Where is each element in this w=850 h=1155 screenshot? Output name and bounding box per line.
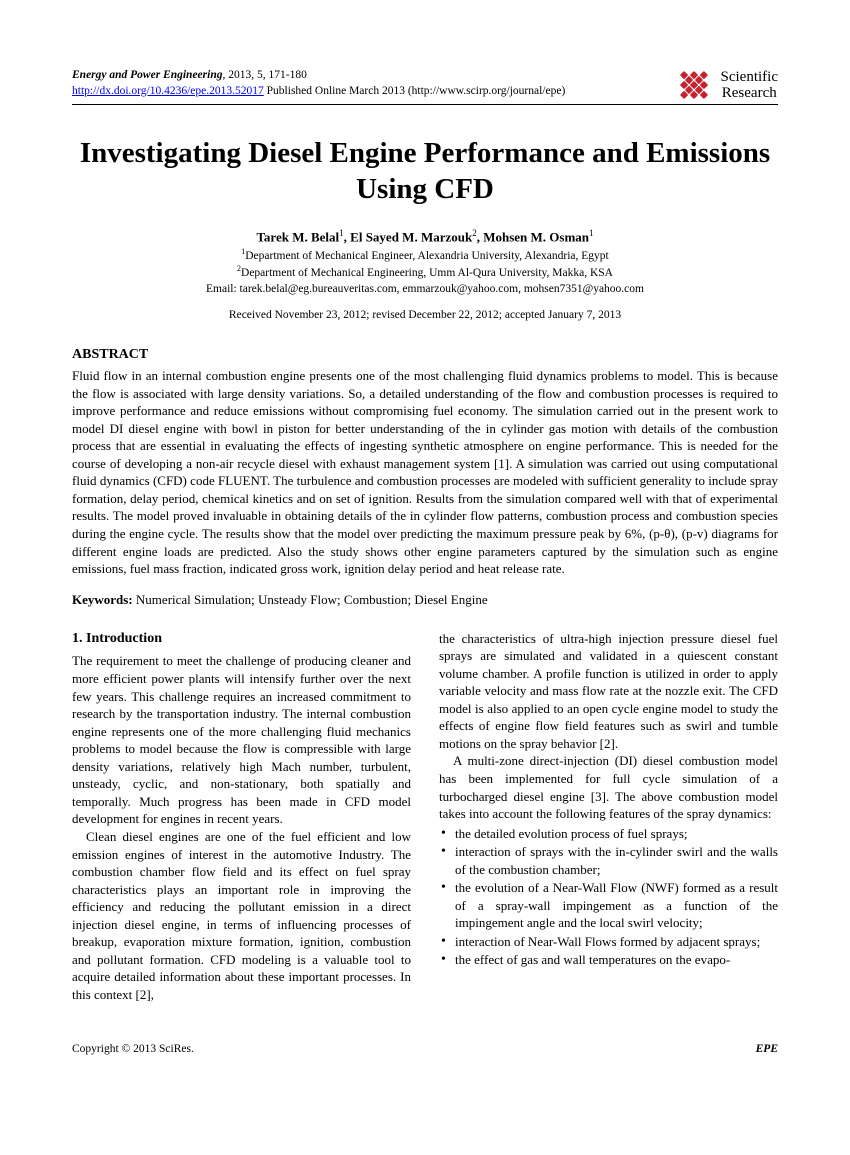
keywords-label: Keywords: bbox=[72, 592, 133, 607]
publisher-name-2: Research bbox=[721, 85, 778, 102]
right-para-1: the characteristics of ultra-high inject… bbox=[439, 630, 778, 753]
journal-abbrev: EPE bbox=[756, 1043, 778, 1055]
intro-para-1: The requirement to meet the challenge of… bbox=[72, 652, 411, 827]
author-1: Tarek M. Belal bbox=[256, 229, 339, 244]
introduction-heading: 1. Introduction bbox=[72, 630, 411, 649]
affiliations: 1Department of Mechanical Engineer, Alex… bbox=[72, 247, 778, 297]
journal-info: Energy and Power Engineering, 2013, 5, 1… bbox=[72, 68, 565, 99]
list-item: the evolution of a Near-Wall Flow (NWF) … bbox=[439, 879, 778, 932]
abstract-heading: ABSTRACT bbox=[72, 347, 778, 363]
keywords-line: Keywords: Numerical Simulation; Unsteady… bbox=[72, 592, 778, 608]
spray-dynamics-list: the detailed evolution process of fuel s… bbox=[439, 825, 778, 969]
page-footer: Copyright © 2013 SciRes. EPE bbox=[72, 1043, 778, 1055]
paper-title: Investigating Diesel Engine Performance … bbox=[72, 135, 778, 208]
copyright-text: Copyright © 2013 SciRes. bbox=[72, 1043, 194, 1055]
journal-name: Energy and Power Engineering bbox=[72, 69, 222, 81]
diamond-icon bbox=[669, 61, 717, 109]
right-para-2: A multi-zone direct-injection (DI) diese… bbox=[439, 752, 778, 822]
list-item: interaction of Near-Wall Flows formed by… bbox=[439, 933, 778, 951]
authors-line: Tarek M. Belal1, El Sayed M. Marzouk2, M… bbox=[72, 228, 778, 245]
publisher-logo: Scientific Research bbox=[677, 68, 778, 102]
doi-link[interactable]: http://dx.doi.org/10.4236/epe.2013.52017 bbox=[72, 85, 264, 97]
author-2: El Sayed M. Marzouk bbox=[350, 229, 472, 244]
keywords-text: Numerical Simulation; Unsteady Flow; Com… bbox=[133, 592, 488, 607]
publisher-name-1: Scientific bbox=[721, 69, 778, 86]
affiliation-2: Department of Mechanical Engineering, Um… bbox=[241, 267, 613, 279]
right-column: the characteristics of ultra-high inject… bbox=[439, 630, 778, 1004]
publication-info: Published Online March 2013 (http://www.… bbox=[264, 85, 566, 97]
body-columns: 1. Introduction The requirement to meet … bbox=[72, 630, 778, 1004]
author-emails: Email: tarek.belal@eg.bureauveritas.com,… bbox=[72, 282, 778, 298]
dates-line: Received November 23, 2012; revised Dece… bbox=[72, 309, 778, 321]
abstract-text: Fluid flow in an internal combustion eng… bbox=[72, 367, 778, 578]
page-header: Energy and Power Engineering, 2013, 5, 1… bbox=[72, 68, 778, 105]
list-item: interaction of sprays with the in-cylind… bbox=[439, 843, 778, 878]
journal-issue: , 2013, 5, 171-180 bbox=[222, 69, 306, 81]
left-column: 1. Introduction The requirement to meet … bbox=[72, 630, 411, 1004]
intro-para-2: Clean diesel engines are one of the fuel… bbox=[72, 828, 411, 1003]
affiliation-1: Department of Mechanical Engineer, Alexa… bbox=[245, 250, 608, 262]
list-item: the detailed evolution process of fuel s… bbox=[439, 825, 778, 843]
author-3: Mohsen M. Osman bbox=[483, 229, 589, 244]
list-item: the effect of gas and wall temperatures … bbox=[439, 951, 778, 969]
